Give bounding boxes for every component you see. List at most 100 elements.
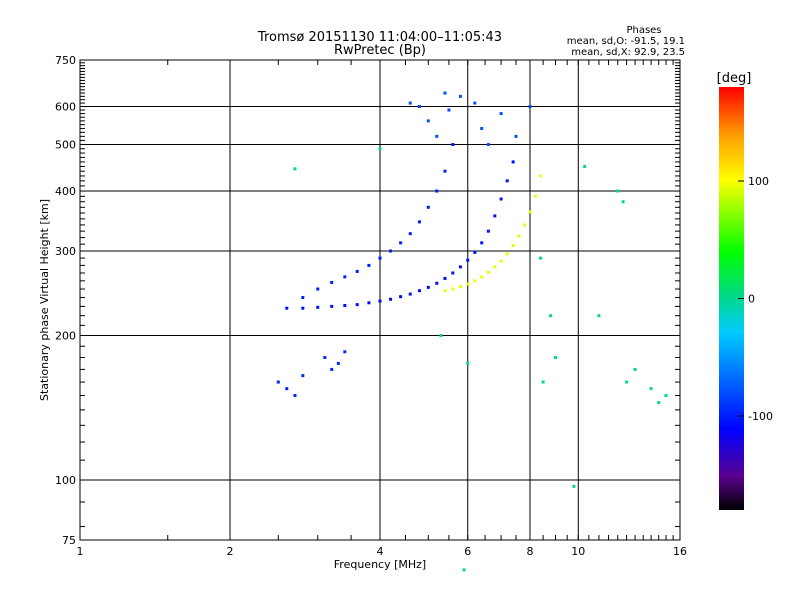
data-point [443, 169, 447, 173]
data-point [301, 306, 305, 310]
data-point [443, 289, 447, 293]
data-point [355, 269, 359, 273]
data-point [499, 112, 503, 116]
y-tick-label: 500 [55, 139, 76, 152]
y-tick-label: 600 [55, 101, 76, 114]
data-point [301, 296, 305, 300]
data-point [451, 287, 455, 291]
data-point [528, 105, 532, 109]
data-point [664, 394, 668, 398]
data-point [549, 314, 553, 318]
stats-line-o: mean, sd,O: -91.5, 19.1 [567, 36, 685, 47]
data-point [616, 189, 620, 193]
chart-title: Tromsø 20151130 11:04:00–11:05:43 [257, 30, 502, 45]
data-point [408, 232, 412, 236]
data-point [435, 281, 439, 285]
data-point [378, 256, 382, 260]
colorbar-tick-label: 0 [748, 293, 755, 306]
grid [80, 60, 680, 540]
data-point [473, 101, 477, 105]
y-axis-label: Stationary phase Virtual Height [km] [38, 199, 51, 401]
x-axis-label: Frequency [MHz] [334, 558, 426, 571]
x-tick-label: 4 [377, 545, 384, 558]
data-point [447, 108, 451, 112]
colorbar-tick-label: -100 [748, 410, 773, 423]
data-point [523, 223, 527, 227]
data-point [378, 147, 382, 151]
axes: 1 2 4 6 8 10 16 75 100 200 300 400 500 600 750 [55, 54, 687, 558]
data-point [343, 350, 347, 354]
data-point [505, 252, 509, 256]
data-point [597, 314, 601, 318]
data-point [505, 179, 509, 183]
data-point [276, 380, 280, 384]
data-point [426, 119, 430, 123]
data-point [473, 279, 477, 283]
data-point [451, 143, 455, 147]
data-point [621, 200, 625, 204]
data-point [316, 287, 320, 291]
colorbar-tick-label: 100 [748, 175, 769, 188]
x-tick-label: 16 [673, 545, 687, 558]
data-point [572, 484, 576, 488]
data-point [466, 282, 470, 286]
data-point [528, 210, 532, 214]
data-point [417, 105, 421, 109]
data-point [417, 289, 421, 293]
data-point [486, 270, 490, 274]
data-point [499, 197, 503, 201]
data-point [285, 387, 289, 391]
data-point [435, 189, 439, 193]
data-point [330, 367, 334, 371]
data-point [330, 280, 334, 284]
data-point [451, 271, 455, 275]
data-point [417, 220, 421, 224]
data-point [343, 275, 347, 279]
data-point [499, 259, 503, 263]
y-tick-label: 750 [55, 54, 76, 67]
data-point [389, 249, 393, 253]
data-point [435, 134, 439, 138]
data-point [649, 387, 653, 391]
data-point [539, 174, 543, 178]
data-point [625, 380, 629, 384]
x-tick-label: 6 [464, 545, 471, 558]
data-point [486, 143, 490, 147]
data-point [399, 295, 403, 299]
data-point [285, 306, 289, 310]
data-point [316, 305, 320, 309]
data-point [343, 303, 347, 307]
chart-subtitle: RwPretec (Bp) [334, 43, 426, 58]
data-point [330, 304, 334, 308]
data-point [439, 334, 443, 338]
data-point [293, 394, 297, 398]
data-point [511, 244, 515, 248]
x-tick-label: 10 [571, 545, 585, 558]
stats-heading: Phases [626, 25, 661, 36]
data-point [539, 256, 543, 260]
data-point [493, 214, 497, 218]
data-point [533, 194, 537, 198]
data-point [466, 361, 470, 365]
data-point [458, 285, 462, 289]
data-point [553, 355, 557, 359]
data-point [480, 126, 484, 130]
data-point [633, 367, 637, 371]
data-point [301, 374, 305, 378]
data-point [378, 299, 382, 303]
data-point [657, 401, 661, 405]
data-point [541, 380, 545, 384]
data-point [514, 134, 518, 138]
y-tick-label: 100 [55, 474, 76, 487]
data-point [480, 241, 484, 245]
data-point [462, 568, 466, 572]
data-point [389, 297, 393, 301]
data-point [408, 292, 412, 296]
data-point [486, 229, 490, 233]
y-tick-label: 300 [55, 245, 76, 258]
data-point [399, 241, 403, 245]
data-point [473, 250, 477, 254]
data-point [367, 263, 371, 267]
data-point [458, 94, 462, 98]
